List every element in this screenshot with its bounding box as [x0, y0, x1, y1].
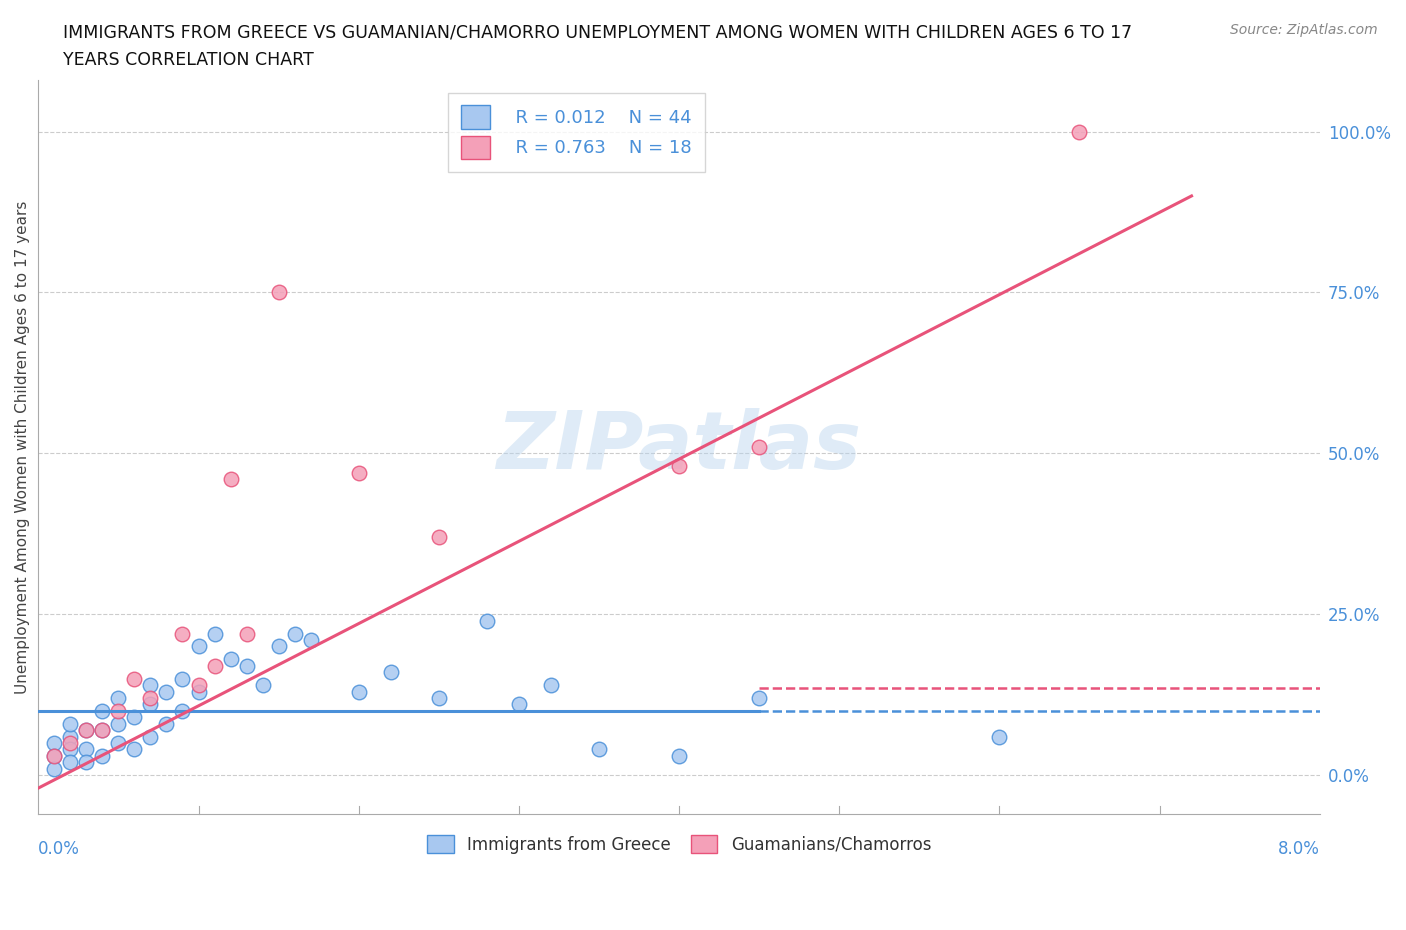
- Point: [187, 678, 209, 693]
- Point: [75, 723, 97, 737]
- Point: [267, 639, 290, 654]
- Point: [347, 684, 370, 699]
- Point: [540, 678, 562, 693]
- Point: [44, 762, 66, 777]
- Point: [59, 755, 82, 770]
- Point: [91, 723, 114, 737]
- Point: [508, 697, 530, 711]
- Point: [139, 729, 162, 744]
- Point: [75, 742, 97, 757]
- Point: [235, 626, 257, 641]
- Point: [91, 749, 114, 764]
- Point: [107, 716, 129, 731]
- Point: [748, 691, 770, 706]
- Point: [380, 665, 402, 680]
- Point: [475, 613, 498, 628]
- Point: [107, 703, 129, 718]
- Legend: Immigrants from Greece, Guamanians/Chamorros: Immigrants from Greece, Guamanians/Chamo…: [420, 829, 938, 860]
- Point: [267, 286, 290, 300]
- Point: [59, 736, 82, 751]
- Point: [139, 678, 162, 693]
- Point: [187, 639, 209, 654]
- Point: [155, 716, 177, 731]
- Point: [107, 736, 129, 751]
- Point: [204, 658, 226, 673]
- Text: YEARS CORRELATION CHART: YEARS CORRELATION CHART: [63, 51, 314, 69]
- Point: [427, 529, 450, 544]
- Point: [988, 729, 1011, 744]
- Point: [172, 626, 194, 641]
- Text: 0.0%: 0.0%: [38, 840, 80, 857]
- Point: [299, 632, 322, 647]
- Point: [124, 742, 146, 757]
- Point: [139, 691, 162, 706]
- Point: [284, 626, 307, 641]
- Text: ZIPatlas: ZIPatlas: [496, 408, 862, 486]
- Point: [748, 440, 770, 455]
- Point: [219, 652, 242, 667]
- Point: [219, 472, 242, 486]
- Text: 8.0%: 8.0%: [1278, 840, 1320, 857]
- Point: [204, 626, 226, 641]
- Text: IMMIGRANTS FROM GREECE VS GUAMANIAN/CHAMORRO UNEMPLOYMENT AMONG WOMEN WITH CHILD: IMMIGRANTS FROM GREECE VS GUAMANIAN/CHAM…: [63, 23, 1132, 41]
- Point: [347, 465, 370, 480]
- Point: [91, 723, 114, 737]
- Point: [124, 671, 146, 686]
- Point: [427, 691, 450, 706]
- Point: [59, 729, 82, 744]
- Y-axis label: Unemployment Among Women with Children Ages 6 to 17 years: Unemployment Among Women with Children A…: [15, 200, 30, 694]
- Point: [44, 736, 66, 751]
- Point: [252, 678, 274, 693]
- Point: [91, 703, 114, 718]
- Point: [235, 658, 257, 673]
- Point: [668, 458, 690, 473]
- Point: [155, 684, 177, 699]
- Point: [172, 703, 194, 718]
- Point: [588, 742, 610, 757]
- Point: [124, 710, 146, 724]
- Point: [75, 755, 97, 770]
- Point: [59, 716, 82, 731]
- Point: [75, 723, 97, 737]
- Point: [1069, 124, 1091, 139]
- Point: [59, 742, 82, 757]
- Point: [668, 749, 690, 764]
- Point: [187, 684, 209, 699]
- Point: [107, 691, 129, 706]
- Point: [44, 749, 66, 764]
- Point: [172, 671, 194, 686]
- Point: [44, 749, 66, 764]
- Text: Source: ZipAtlas.com: Source: ZipAtlas.com: [1230, 23, 1378, 37]
- Point: [139, 697, 162, 711]
